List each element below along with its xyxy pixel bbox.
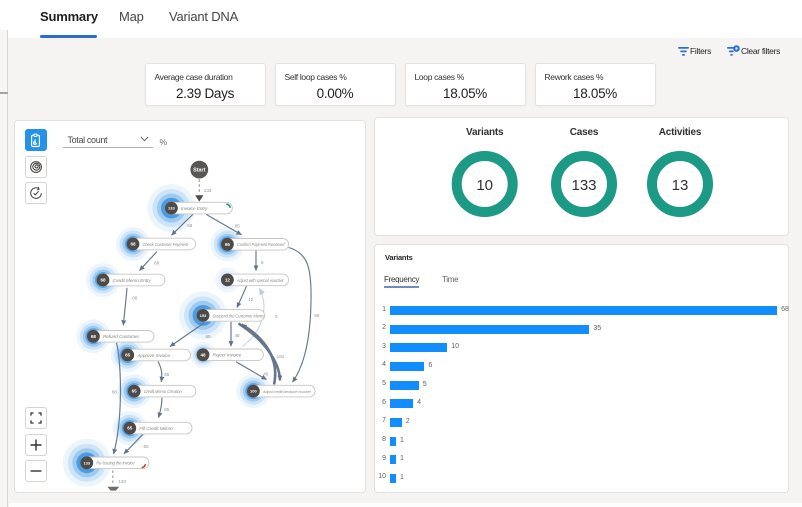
svg-text:Approve Invoice: Approve Invoice <box>136 353 170 359</box>
svg-text:12: 12 <box>225 278 231 283</box>
svg-text:65: 65 <box>127 426 133 431</box>
svg-text:Adjust with special voucher: Adjust with special voucher <box>236 278 284 283</box>
svg-text:56: 56 <box>314 313 320 318</box>
svg-text:133: 133 <box>204 188 212 193</box>
svg-text:65: 65 <box>205 334 211 339</box>
svg-text:133: 133 <box>118 479 126 484</box>
svg-text:65: 65 <box>164 407 170 412</box>
svg-text:12: 12 <box>248 297 254 302</box>
svg-text:65: 65 <box>132 389 138 394</box>
svg-text:133: 133 <box>83 460 90 465</box>
svg-text:68: 68 <box>130 242 136 247</box>
svg-text:65: 65 <box>225 242 231 247</box>
svg-text:6: 6 <box>261 260 264 265</box>
svg-text:Fill Credit Memo: Fill Credit Memo <box>139 426 173 432</box>
svg-text:65: 65 <box>164 372 170 377</box>
svg-text:65: 65 <box>144 444 150 449</box>
svg-text:Credit Memo Entry: Credit Memo Entry <box>113 278 152 284</box>
svg-text:48: 48 <box>200 352 206 357</box>
svg-text:Adjust credit because voucher: Adjust credit because voucher <box>262 390 312 394</box>
svg-text:153: 153 <box>200 313 207 318</box>
svg-text:Reject Invoice: Reject Invoice <box>213 353 242 359</box>
svg-text:68: 68 <box>91 334 97 339</box>
svg-text:65: 65 <box>235 224 241 229</box>
svg-text:Refund Customer: Refund Customer <box>103 334 140 340</box>
svg-text:48: 48 <box>234 333 240 338</box>
svg-text:Credit Memo Creation: Credit Memo Creation <box>144 389 183 394</box>
svg-text:Check Customer Payment: Check Customer Payment <box>143 242 190 247</box>
svg-text:68: 68 <box>154 260 160 265</box>
svg-text:68: 68 <box>112 389 118 394</box>
svg-text:Invoice Entry: Invoice Entry <box>181 206 208 212</box>
svg-text:Start: Start <box>193 168 205 174</box>
svg-text:68: 68 <box>132 296 138 301</box>
svg-text:3: 3 <box>275 314 278 319</box>
svg-text:65: 65 <box>125 353 131 358</box>
svg-text:100: 100 <box>250 389 257 394</box>
svg-text:Confirm Payment Received: Confirm Payment Received <box>237 242 285 247</box>
svg-text:46: 46 <box>263 372 269 377</box>
svg-text:Suspend the Customer Memo: Suspend the Customer Memo <box>213 313 266 318</box>
svg-text:133: 133 <box>168 206 175 211</box>
svg-text:Re-Issuing the Invoice: Re-Issuing the Invoice <box>96 461 135 466</box>
svg-text:68: 68 <box>100 278 106 283</box>
svg-text:68: 68 <box>187 223 193 228</box>
svg-text:181: 181 <box>277 354 285 359</box>
